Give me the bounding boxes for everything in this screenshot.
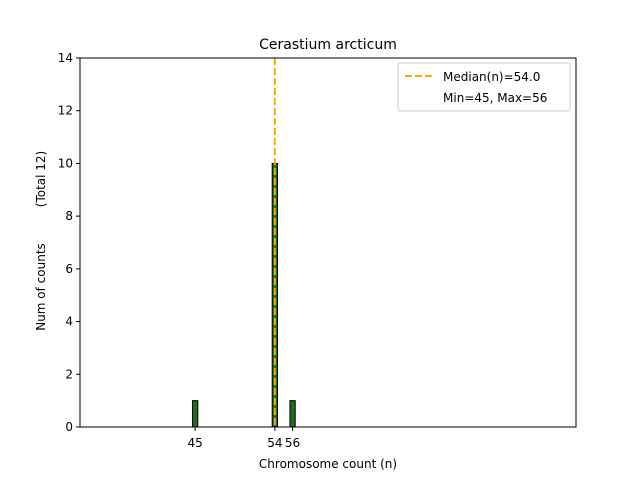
histogram-bar-45 bbox=[191, 400, 199, 428]
y-tick-label: 12 bbox=[58, 104, 73, 118]
x-axis-ticks: 45 54 56 bbox=[188, 427, 300, 450]
y-tick-label: 2 bbox=[65, 367, 73, 381]
x-axis-label: Chromosome count (n) bbox=[259, 457, 397, 471]
histogram-bar-56 bbox=[289, 400, 296, 428]
x-tick-label: 54 bbox=[267, 436, 282, 450]
y-tick-label: 4 bbox=[65, 315, 73, 329]
y-tick-label: 0 bbox=[65, 420, 73, 434]
plot-frame bbox=[79, 57, 577, 428]
y-tick-label: 6 bbox=[65, 262, 73, 276]
chart-title: Cerastium arcticum bbox=[259, 37, 397, 53]
x-tick-label: 56 bbox=[285, 436, 300, 450]
legend-box bbox=[397, 62, 571, 112]
y-tick-label: 14 bbox=[58, 51, 73, 65]
y-axis-total-label: (Total 12) bbox=[34, 151, 48, 207]
x-tick-label: 45 bbox=[188, 436, 203, 450]
y-tick-label: 8 bbox=[65, 209, 73, 223]
y-axis-ticks: 0 2 4 6 8 10 12 14 bbox=[58, 51, 80, 434]
legend-range-label: Min=45, Max=56 bbox=[443, 91, 547, 105]
legend: Median(n)=54.0 Min=45, Max=56 bbox=[397, 62, 571, 112]
y-axis-label: Num of counts bbox=[34, 243, 48, 331]
y-tick-label: 10 bbox=[58, 156, 73, 170]
legend-median-label: Median(n)=54.0 bbox=[443, 70, 540, 84]
